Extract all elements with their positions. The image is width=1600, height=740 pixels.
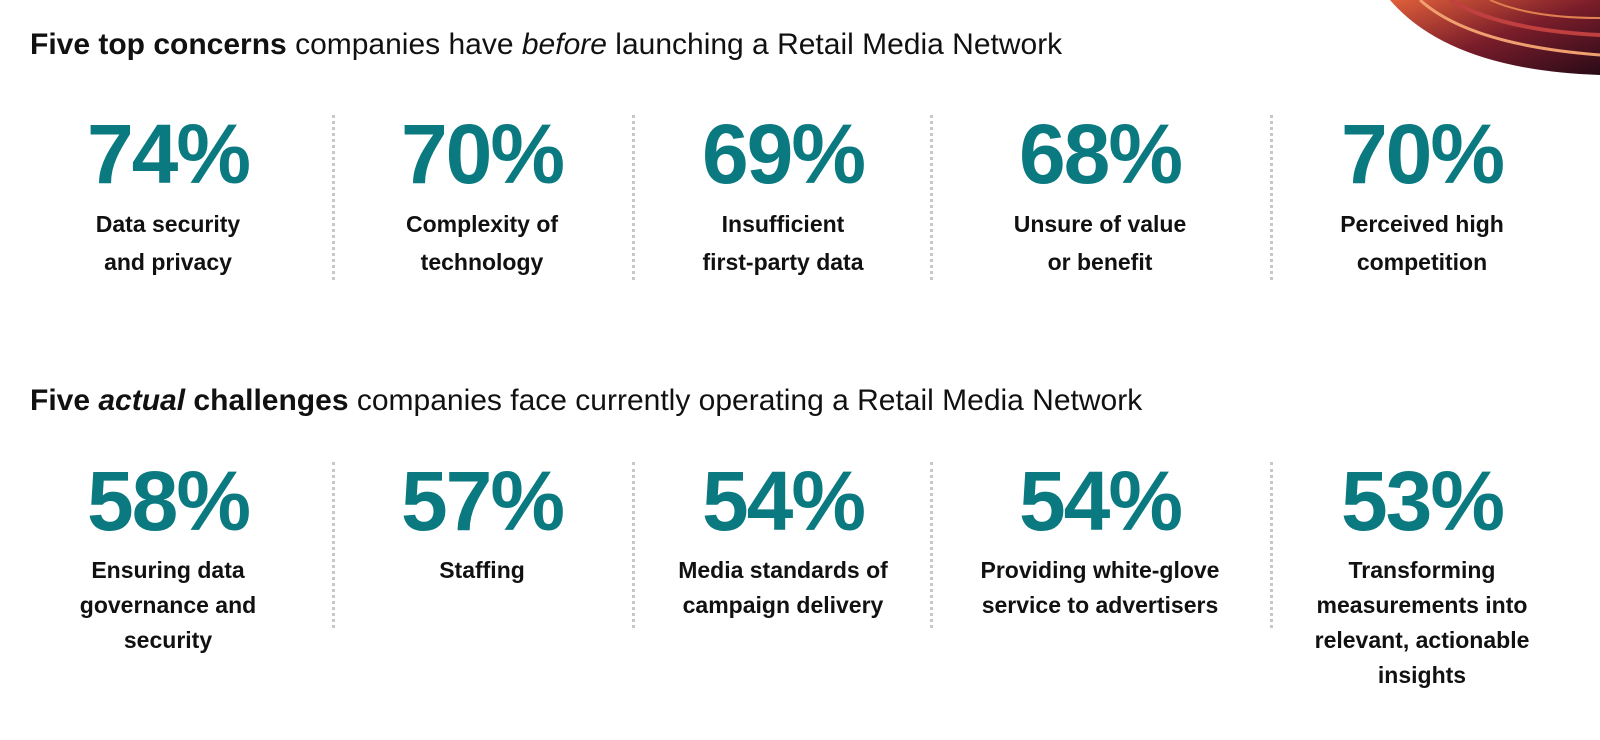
stat-value: 54%	[701, 454, 866, 548]
stat-label: Media standards of campaign delivery	[633, 553, 933, 623]
stat-label: Staffing	[332, 553, 632, 588]
stat-label: Transforming measurements into relevant, a…	[1272, 553, 1572, 693]
label-line: security	[123, 627, 213, 653]
stat-label: Ensuring data governance and security	[18, 553, 318, 658]
label-line: competition	[1356, 249, 1488, 275]
divider	[930, 462, 933, 628]
label-line: technology	[420, 249, 544, 275]
stat-label: Data security and privacy	[18, 205, 318, 281]
stat-label: Complexity of technology	[332, 205, 632, 281]
section-title: Five actual challenges companies face cu…	[30, 384, 1142, 418]
stat-value: 70%	[1340, 107, 1505, 201]
section-title: Five top concerns companies have before …	[30, 28, 1062, 62]
label-line: Ensuring data	[91, 557, 245, 583]
stat-label: Perceived high competition	[1272, 205, 1572, 281]
decoration	[1390, 0, 1600, 75]
label-line: relevant, actionable	[1314, 627, 1530, 653]
title-part: launching a Retail Media Network	[606, 28, 1063, 61]
divider	[632, 115, 635, 280]
title-part: actual	[98, 384, 186, 417]
stat-value: 58%	[86, 454, 251, 548]
stat-label: Insufficient first-party data	[633, 205, 933, 281]
title-part: Five	[30, 384, 99, 417]
title-part: before	[521, 28, 607, 61]
label-line: Insufficient	[721, 211, 845, 237]
title-part: companies have	[286, 28, 522, 61]
stat-value: 68%	[1018, 107, 1183, 201]
label-line: Staffing	[439, 557, 525, 583]
label-line: first-party data	[702, 249, 864, 275]
label-line: Perceived high	[1340, 211, 1504, 237]
stat-value: 74%	[86, 107, 251, 201]
stat-value: 69%	[701, 107, 866, 201]
divider	[632, 462, 635, 628]
label-line: measurements into	[1316, 592, 1528, 618]
title-part: Five top concerns	[30, 28, 287, 61]
divider	[1270, 462, 1273, 628]
label-line: insights	[1377, 662, 1467, 688]
stat-value: 70%	[400, 107, 565, 201]
divider	[1270, 115, 1273, 280]
label-line: service to advertisers	[981, 592, 1219, 618]
label-line: Providing white-glove	[980, 557, 1220, 583]
label-line: or benefit	[1047, 249, 1153, 275]
divider	[332, 462, 335, 628]
label-line: Unsure of value	[1013, 211, 1187, 237]
title-part: challenges	[185, 384, 349, 417]
label-line: Media standards of	[678, 557, 888, 583]
stat-value: 57%	[400, 454, 565, 548]
stat-value: 53%	[1340, 454, 1505, 548]
divider	[332, 115, 335, 280]
label-line: Data security	[95, 211, 241, 237]
label-line: Complexity of	[405, 211, 559, 237]
label-line: campaign delivery	[682, 592, 884, 618]
divider	[930, 115, 933, 280]
stat-value: 54%	[1018, 454, 1183, 548]
stat-label: Unsure of value or benefit	[950, 205, 1250, 281]
label-line: governance and	[79, 592, 257, 618]
stat-label: Providing white-glove service to advertis…	[950, 553, 1250, 623]
label-line: Transforming	[1348, 557, 1496, 583]
title-part: companies face currently operating a Ret…	[348, 384, 1143, 417]
label-line: and privacy	[104, 249, 232, 275]
